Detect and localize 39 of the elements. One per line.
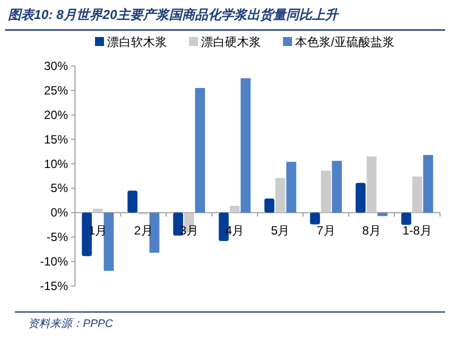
bar [310, 212, 320, 224]
bar [401, 212, 412, 225]
bar [275, 178, 286, 213]
bar [378, 212, 388, 216]
bar [230, 206, 240, 213]
y-tick-label: 0% [50, 206, 68, 220]
x-tick-label: 8月 [362, 224, 381, 238]
bar [128, 190, 138, 213]
legend-label: 漂白硬木浆 [201, 35, 261, 49]
bar [320, 170, 331, 213]
x-tick-label: 1-8月 [402, 224, 432, 238]
x-tick-label: 3月 [180, 224, 198, 238]
y-tick-label: -5% [46, 230, 68, 244]
bar [366, 156, 377, 213]
x-tick-label: 5月 [270, 224, 290, 238]
y-tick-label: 10% [44, 156, 68, 171]
bar [104, 212, 114, 271]
chart-title: 图表10: 8月世界20主要产浆国商品化学浆出货量同比上升 [8, 7, 340, 22]
y-tick-label: 30% [44, 59, 68, 73]
bar [332, 160, 342, 213]
bar [264, 198, 274, 213]
text: 资料来源：PPPC [28, 317, 114, 330]
x-tick-label: 7月 [316, 224, 336, 238]
y-tick-label: 5% [50, 181, 68, 196]
bar [92, 208, 103, 213]
bar [412, 176, 422, 213]
bar [195, 88, 205, 213]
y-tick-label: -15% [40, 279, 68, 293]
legend-label: 漂白软木浆 [107, 35, 167, 49]
y-tick-label: 15% [44, 132, 68, 146]
y-tick-label: 20% [44, 108, 68, 122]
bar [423, 154, 434, 213]
bar [286, 162, 296, 213]
legend-label: 本色浆/亚硫酸盐浆 [295, 35, 394, 49]
y-tick-label: -10% [40, 254, 68, 269]
y-tick-label: 25% [44, 83, 68, 98]
bar [149, 212, 160, 253]
bar [356, 182, 366, 213]
bar [240, 78, 251, 213]
